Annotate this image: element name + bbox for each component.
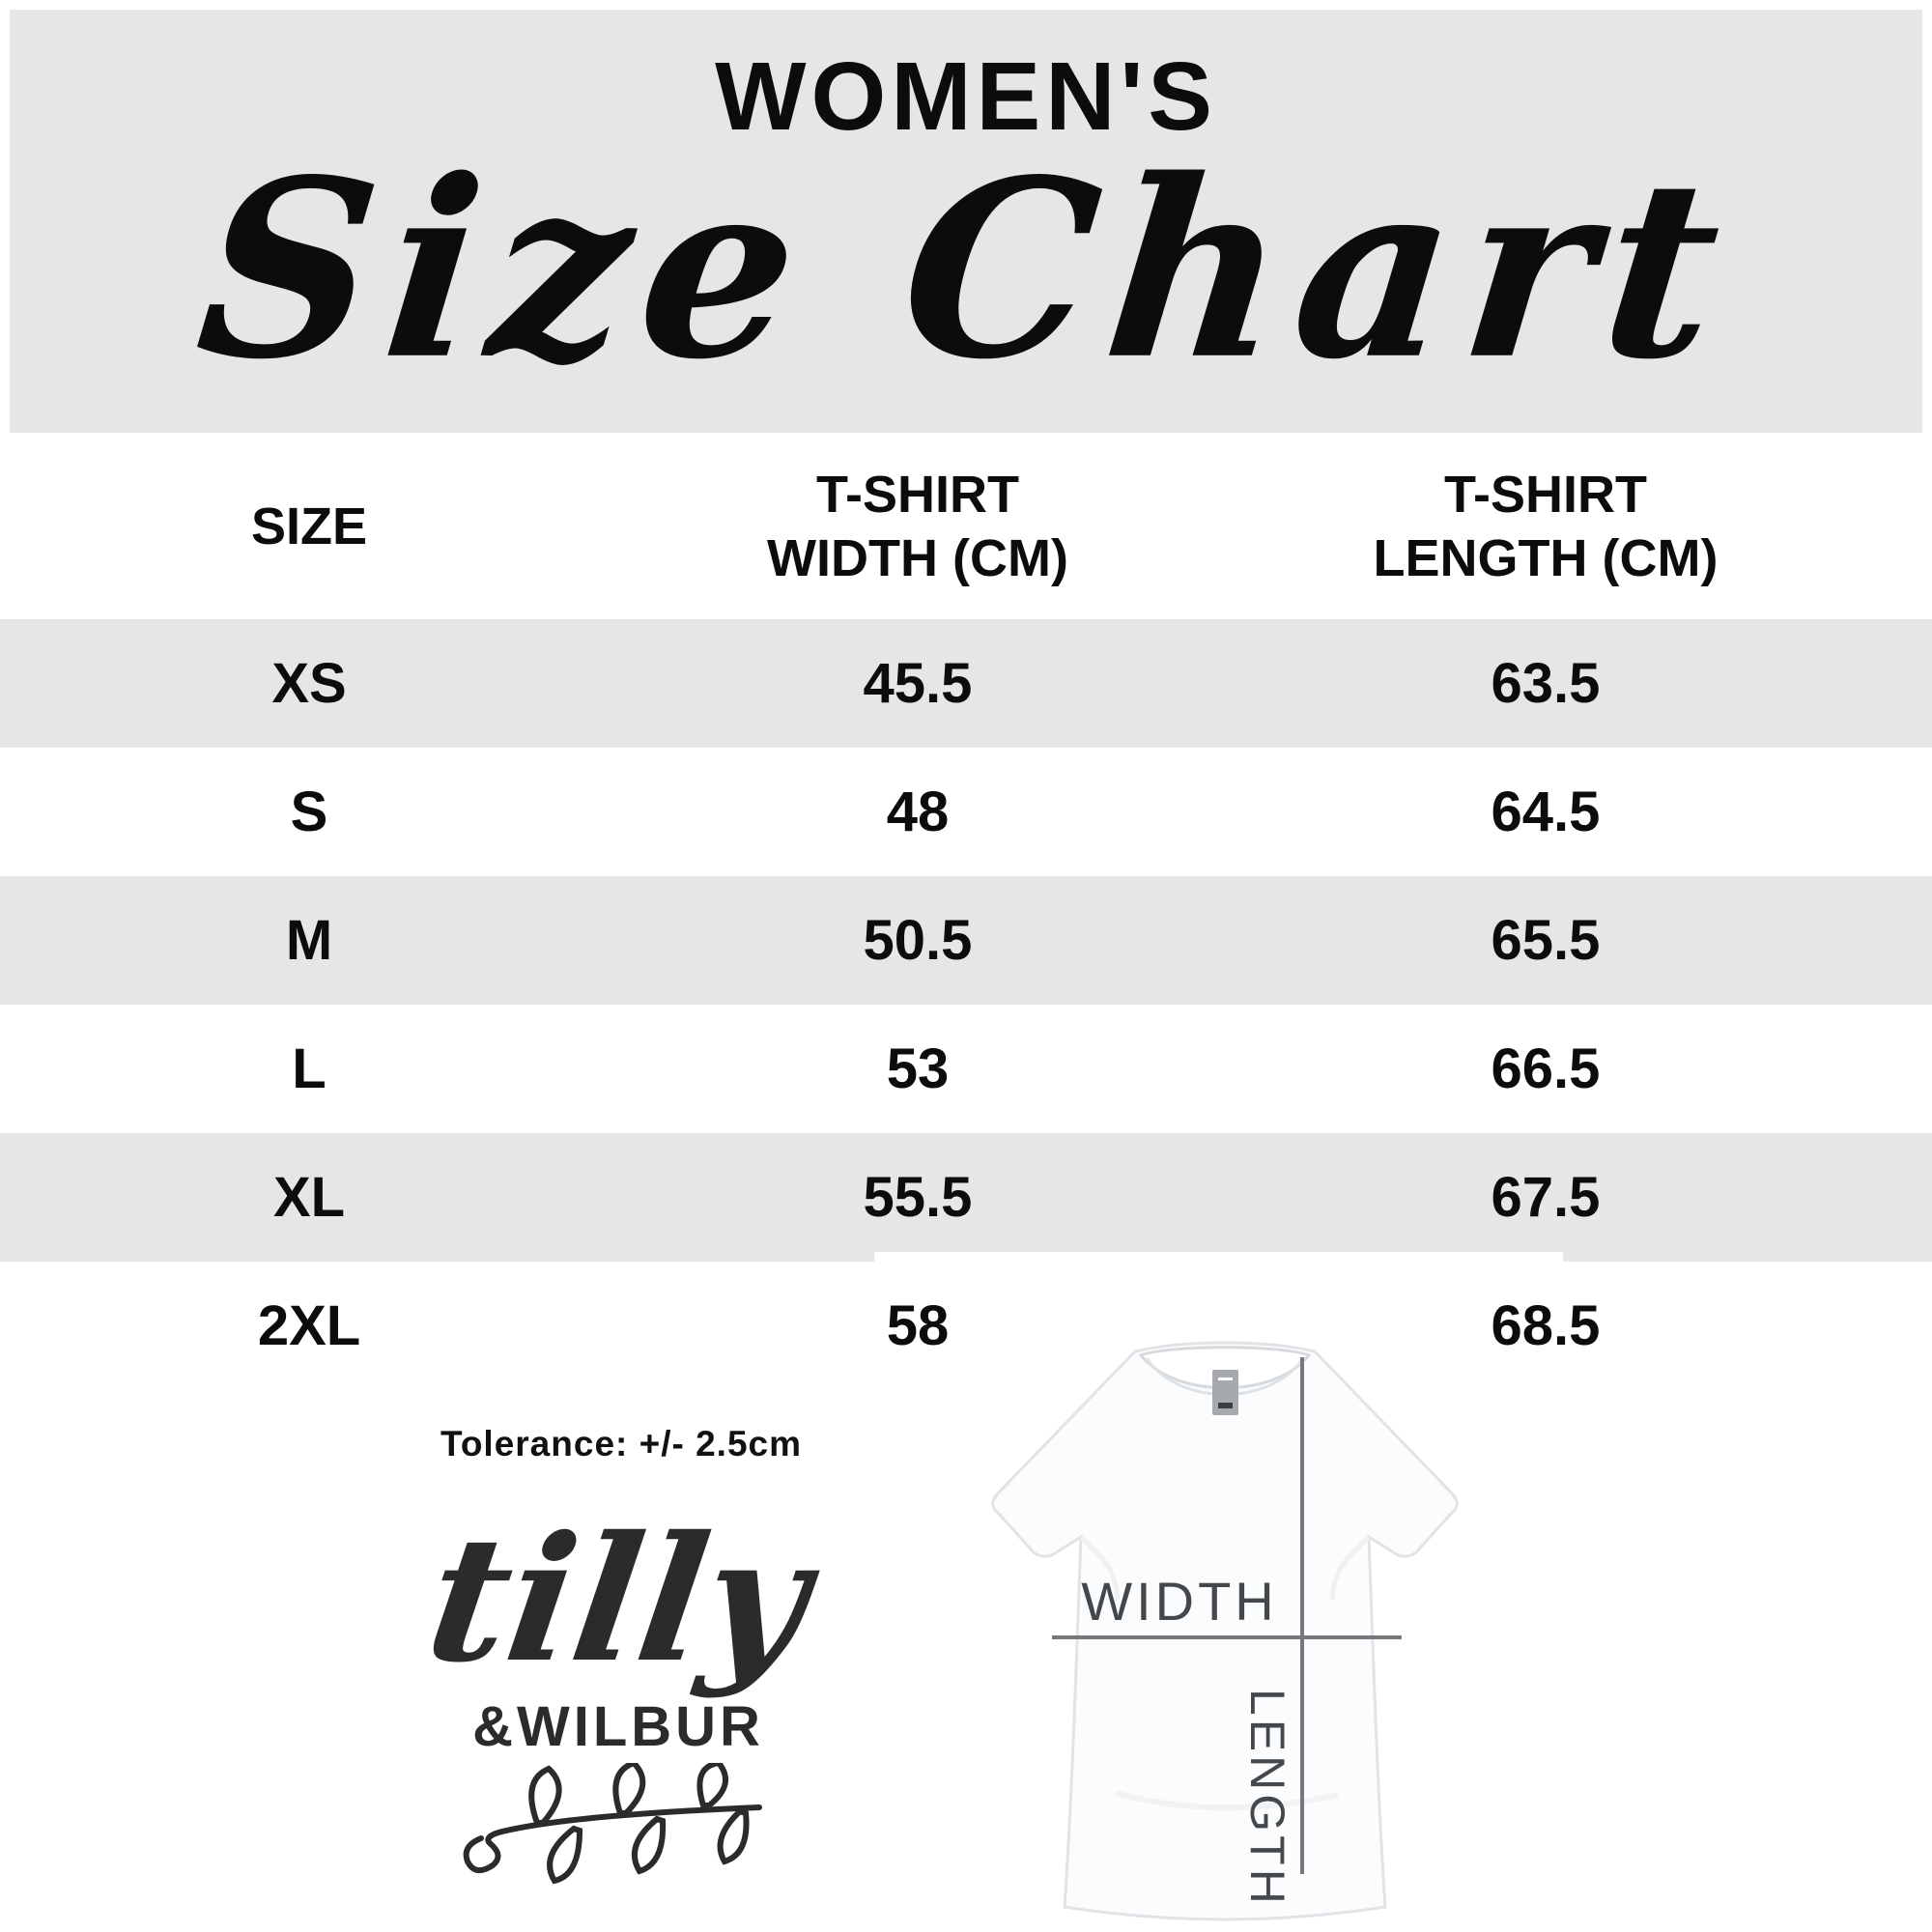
tee-neck-label-line2 — [1218, 1403, 1233, 1408]
brand-logo-wilbur: &WILBUR — [472, 1694, 764, 1758]
tolerance-note: Tolerance: +/- 2.5cm — [440, 1424, 803, 1463]
branch-icon — [463, 1759, 762, 1884]
cell-size: XS — [271, 652, 347, 715]
cell-width: 45.5 — [863, 652, 973, 715]
cell-length: 64.5 — [1491, 781, 1601, 843]
cell-width: 58 — [886, 1294, 950, 1357]
table-row: M 50.5 65.5 — [0, 876, 1932, 1005]
length-label: LENGTH — [1240, 1689, 1294, 1908]
table-row: XS 45.5 63.5 — [0, 619, 1932, 748]
brand-logo: tilly &WILBUR — [319, 1492, 918, 1893]
cell-length: 68.5 — [1491, 1294, 1601, 1357]
tee-neck-label-line1 — [1218, 1378, 1233, 1380]
row-band-xs — [0, 619, 1932, 748]
cell-length: 63.5 — [1491, 652, 1601, 715]
table-row: XL 55.5 67.5 — [0, 1133, 1932, 1262]
cell-width: 53 — [886, 1037, 950, 1100]
tee-body — [991, 1341, 1459, 1921]
header-size: SIZE — [250, 497, 368, 555]
cell-width: 48 — [886, 781, 950, 843]
table-row: L 53 66.5 — [0, 1005, 1932, 1133]
table-row: S 48 64.5 — [0, 748, 1932, 876]
tee-measurement-image: WIDTH LENGTH — [874, 1252, 1563, 1932]
cell-width: 55.5 — [863, 1166, 973, 1229]
tee-wrinkle-right — [1329, 1535, 1371, 1601]
brand-logo-branch — [319, 1759, 918, 1893]
header-length-line2: LENGTH (CM) — [1373, 528, 1719, 587]
row-band-m — [0, 876, 1932, 1005]
table-row: 2XL 58 68.5 — [0, 1262, 1932, 1390]
header-banner: WOMEN'S Size Chart — [10, 10, 1922, 433]
cell-length: 67.5 — [1491, 1166, 1601, 1229]
cell-length: 65.5 — [1491, 909, 1601, 972]
tee-wrinkle-hem — [1115, 1790, 1339, 1811]
header-width-line1: T-SHIRT — [816, 465, 1019, 524]
header-length: T-SHIRT LENGTH (CM) — [1217, 463, 1874, 590]
header-width-line2: WIDTH (CM) — [767, 528, 1068, 587]
cell-length: 66.5 — [1491, 1037, 1601, 1100]
brand-logo-tilly: tilly — [416, 1498, 821, 1700]
cell-size: M — [285, 909, 333, 972]
header-width: T-SHIRT WIDTH (CM) — [618, 463, 1217, 590]
cell-size: L — [292, 1037, 327, 1100]
cell-width: 50.5 — [863, 909, 973, 972]
tee-collar — [1138, 1346, 1312, 1390]
tee-wrinkle-left — [1079, 1535, 1121, 1601]
width-label: WIDTH — [1081, 1571, 1278, 1632]
cell-size: XL — [272, 1166, 346, 1229]
row-band-xl — [0, 1133, 1932, 1262]
tee-diagram-svg: WIDTH LENGTH — [991, 1341, 1459, 1921]
page-title-womens: WOMEN'S — [715, 43, 1217, 151]
cell-size: S — [290, 781, 328, 843]
size-table: SIZE T-SHIRT WIDTH (CM) T-SHIRT LENGTH (… — [0, 433, 1932, 1390]
cell-size: 2XL — [257, 1294, 361, 1357]
page-title-size-chart: Size Chart — [186, 127, 1746, 413]
header-length-line1: T-SHIRT — [1444, 465, 1647, 524]
table-header-row: SIZE T-SHIRT WIDTH (CM) T-SHIRT LENGTH (… — [0, 433, 1932, 619]
